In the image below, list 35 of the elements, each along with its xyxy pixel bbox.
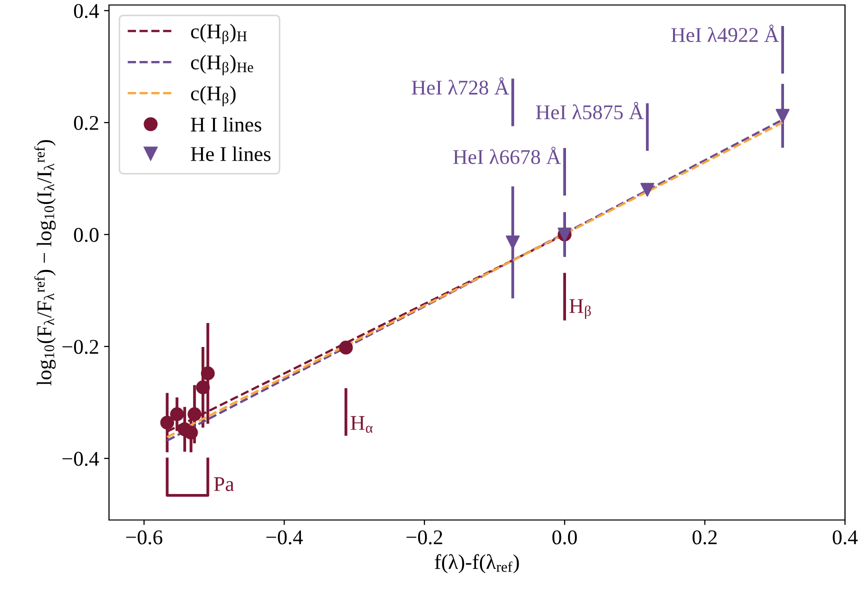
x-axis-title: f(λ)-f(λ$_{ref}$) [434,554,519,574]
text: log$_{10}$(F$_{λ}$/F$_{λ}$$^{ref}$) − log$_{10}$(I$_{λ}$/I$_{λ}$$^{ref}$) [34,140,56,386]
x-tick-label: 0.4 [832,530,858,544]
point [184,426,198,440]
annotation: Pa [214,477,234,492]
point [196,380,210,394]
y-tick-label: 0.4 [74,4,99,18]
x-tick-label: −0.2 [406,530,442,544]
y-tick-label: 0.0 [74,228,98,242]
point [188,407,202,422]
point [170,407,184,422]
x-tick-label: 0.0 [552,530,577,544]
point [640,182,654,197]
annotation: HeI λ728 Å [412,77,510,95]
annotation: HeI λ6678 Å [453,146,561,164]
point [160,416,174,430]
annotation: H$_{β}$ [569,299,591,319]
legend-label: H I lines [190,117,262,132]
point [339,340,353,354]
annotation: HeI λ4922 Å [671,24,779,42]
x-tick-label: 0.2 [692,530,717,544]
legend-label: c(H$_{β}$) [191,86,236,106]
annotation: H$_{α}$ [350,416,373,433]
legend-label: c(H$_{β}$)$_{H}$ [191,24,247,44]
point [506,235,520,250]
x-tick-label: −0.4 [266,530,303,544]
y-tick-label: 0.2 [74,116,98,130]
point [776,108,790,123]
legend-label: He I lines [190,146,270,162]
annotation: HeI λ5875 Å [536,102,644,120]
y-tick-label: −0.4 [62,452,99,466]
point [200,366,215,380]
legend-label: c(H$_{β}$)$_{He}$ [191,54,254,76]
y-tick-label: −0.2 [62,340,98,354]
x-tick-label: −0.6 [126,530,162,544]
